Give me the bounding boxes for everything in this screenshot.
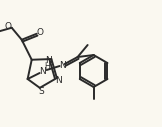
Text: O: O <box>4 22 11 31</box>
Text: S: S <box>38 87 44 96</box>
Text: N: N <box>39 67 46 76</box>
Text: N: N <box>45 55 52 65</box>
Text: O: O <box>36 28 43 37</box>
Text: H: H <box>45 61 51 70</box>
Text: N: N <box>59 60 66 69</box>
Text: N: N <box>55 76 62 85</box>
